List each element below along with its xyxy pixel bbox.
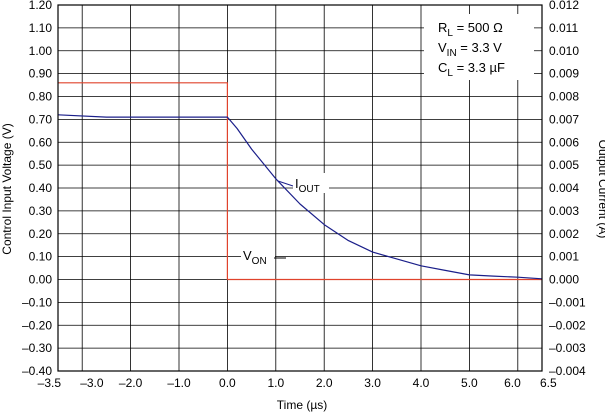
y2-tick-label: 0.003 <box>549 204 579 218</box>
series-line-iout <box>57 114 543 280</box>
y-tick-label: –0.10 <box>22 295 52 309</box>
series-group <box>57 82 543 281</box>
y-tick-label: 1.10 <box>29 21 53 35</box>
von-label-group: VON <box>241 245 286 267</box>
y-tick-label: 0.40 <box>29 181 53 195</box>
x-tick-label: 5.0 <box>461 376 478 390</box>
x-tick-label: 4.0 <box>413 376 430 390</box>
x-tick-label: –3.5 <box>38 376 62 390</box>
left-axis-label: Control Input Voltage (V) <box>0 123 14 254</box>
conditions-backdrop <box>424 14 534 80</box>
x-tick-label: –2.0 <box>119 376 143 390</box>
x-tick-label: 6.0 <box>504 376 521 390</box>
y-tick-label: –0.30 <box>22 341 52 355</box>
y-tick-label: 1.20 <box>29 0 53 12</box>
y2-tick-label: –0.004 <box>549 364 586 378</box>
y2-tick-label: 0.000 <box>549 273 579 287</box>
y-tick-label: 0.30 <box>29 204 53 218</box>
condition-rl: RL = 500 Ω <box>438 20 503 39</box>
y2-tick-label: 0.010 <box>549 44 579 58</box>
von-label: VON <box>243 248 267 267</box>
y2-tick-label: 0.005 <box>549 158 579 172</box>
y2-tick-label: –0.001 <box>549 295 586 309</box>
x-tick-label: 6.5 <box>540 376 557 390</box>
y2-tick-label: 0.011 <box>549 21 578 35</box>
y2-tick-label: –0.002 <box>549 318 586 332</box>
x-axis-ticks: –3.5 –3.0 –2.0 –1.0 0.0 1.0 2.0 3.0 4.0 5.0 6.0 6.5 <box>38 376 557 390</box>
y2-tick-label: 0.006 <box>549 135 579 149</box>
y-tick-label: –0.40 <box>22 364 52 378</box>
right-axis-label: Output Current (A) <box>596 140 605 239</box>
conditions-legend: RL = 500 Ω VIN = 3.3 V CL = 3.3 µF <box>424 14 534 80</box>
x-tick-label: 1.0 <box>267 376 284 390</box>
right-axis-ticks: 0.012 0.011 0.010 0.009 0.008 0.007 0.006 0.005… <box>549 0 586 378</box>
x-tick-label: –3.0 <box>80 376 104 390</box>
von-label-backdrop <box>241 245 275 265</box>
y2-tick-label: –0.003 <box>549 341 586 355</box>
condition-cl: CL = 3.3 µF <box>438 60 505 79</box>
y2-tick-label: 0.009 <box>549 67 579 81</box>
y2-tick-label: 0.007 <box>549 112 579 126</box>
y-tick-label: 0.70 <box>29 112 53 126</box>
left-axis-ticks: 1.20 1.10 1.00 0.90 0.80 0.70 0.60 0.50 0.40 0.30… <box>22 0 52 378</box>
iout-label-backdrop <box>293 173 329 193</box>
y2-tick-label: 0.012 <box>549 0 579 12</box>
plot-frame <box>57 4 543 372</box>
iout-label: IOUT <box>295 176 320 195</box>
x-tick-label: 2.0 <box>316 376 333 390</box>
y-tick-label: 0.10 <box>29 250 53 264</box>
iout-label-group: IOUT <box>277 173 329 195</box>
x-axis-label: Time (µs) <box>277 398 327 412</box>
series-line-von <box>58 82 542 281</box>
y2-tick-label: 0.008 <box>549 90 579 104</box>
iout-leader-line <box>277 180 294 187</box>
y-tick-label: 0.00 <box>29 273 53 287</box>
y2-tick-label: 0.002 <box>549 227 579 241</box>
y2-tick-label: 0.004 <box>549 181 579 195</box>
x-tick-label: –1.0 <box>167 376 191 390</box>
condition-vin: VIN = 3.3 V <box>438 40 502 59</box>
y-tick-label: 0.20 <box>29 227 53 241</box>
y-tick-label: –0.20 <box>22 318 52 332</box>
y-tick-label: 0.50 <box>29 158 53 172</box>
x-tick-label: 0.0 <box>219 376 236 390</box>
x-tick-label: 3.0 <box>364 376 381 390</box>
y2-tick-label: 0.001 <box>549 250 579 264</box>
y-tick-label: 1.00 <box>29 44 53 58</box>
y-tick-label: 0.60 <box>29 135 53 149</box>
y-tick-label: 0.90 <box>29 67 53 81</box>
y-tick-label: 0.80 <box>29 90 53 104</box>
